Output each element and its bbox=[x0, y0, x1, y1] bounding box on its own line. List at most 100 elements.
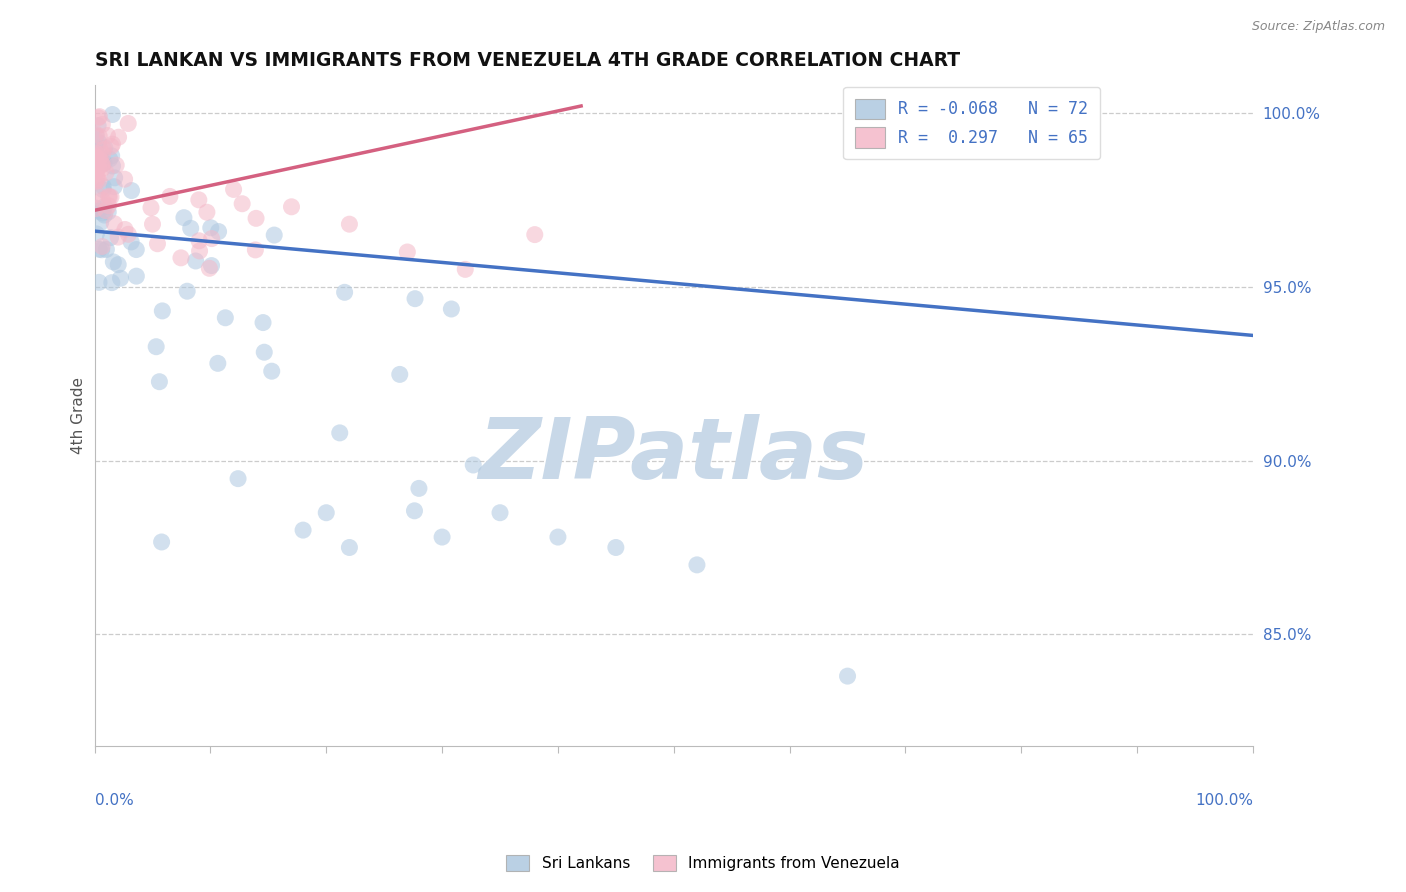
Point bbox=[176, 284, 198, 298]
Point bbox=[98, 152, 121, 166]
Point bbox=[245, 211, 267, 226]
Point bbox=[117, 116, 139, 130]
Point bbox=[200, 220, 222, 235]
Point bbox=[170, 251, 193, 265]
Point bbox=[100, 230, 122, 244]
Point bbox=[84, 160, 107, 174]
Point bbox=[86, 187, 108, 202]
Point bbox=[107, 258, 129, 272]
Point bbox=[252, 316, 274, 330]
Point bbox=[388, 368, 411, 382]
Point bbox=[84, 201, 107, 215]
Point bbox=[339, 217, 361, 231]
Point bbox=[188, 244, 211, 258]
Point bbox=[101, 137, 124, 152]
Point bbox=[245, 243, 267, 257]
Legend: R = -0.068   N = 72, R =  0.297   N = 65: R = -0.068 N = 72, R = 0.297 N = 65 bbox=[844, 87, 1099, 159]
Point bbox=[200, 259, 222, 273]
Legend: Sri Lankans, Immigrants from Venezuela: Sri Lankans, Immigrants from Venezuela bbox=[501, 849, 905, 877]
Point bbox=[408, 482, 430, 496]
Point bbox=[188, 234, 211, 248]
Point bbox=[396, 245, 419, 260]
Text: ZIPatlas: ZIPatlas bbox=[478, 414, 869, 497]
Point bbox=[292, 523, 315, 537]
Point bbox=[150, 304, 173, 318]
Point bbox=[145, 340, 167, 354]
Point bbox=[146, 236, 169, 251]
Point bbox=[198, 261, 221, 276]
Point bbox=[90, 216, 112, 230]
Point bbox=[101, 276, 124, 290]
Point bbox=[440, 301, 463, 316]
Point bbox=[91, 194, 114, 208]
Point bbox=[404, 504, 426, 518]
Point bbox=[195, 205, 218, 219]
Point bbox=[91, 161, 114, 176]
Point bbox=[214, 310, 236, 325]
Point bbox=[86, 158, 108, 172]
Point bbox=[91, 179, 114, 194]
Point bbox=[159, 189, 181, 203]
Point bbox=[104, 170, 127, 185]
Point bbox=[107, 130, 129, 145]
Point bbox=[121, 184, 143, 198]
Point bbox=[110, 271, 132, 285]
Point bbox=[547, 530, 569, 544]
Point bbox=[184, 254, 207, 268]
Point bbox=[94, 166, 117, 180]
Point bbox=[89, 242, 111, 256]
Point bbox=[84, 154, 107, 169]
Point bbox=[87, 160, 110, 174]
Point bbox=[84, 202, 107, 216]
Point bbox=[180, 221, 202, 235]
Point bbox=[100, 149, 122, 163]
Point bbox=[463, 458, 485, 472]
Point bbox=[114, 222, 136, 236]
Point bbox=[103, 179, 125, 194]
Point bbox=[187, 193, 209, 207]
Point bbox=[125, 269, 148, 284]
Point bbox=[96, 128, 118, 143]
Point bbox=[87, 151, 110, 165]
Text: 0.0%: 0.0% bbox=[94, 793, 134, 808]
Point bbox=[91, 157, 114, 171]
Point bbox=[84, 175, 107, 189]
Point bbox=[333, 285, 356, 300]
Point bbox=[93, 200, 115, 214]
Text: SRI LANKAN VS IMMIGRANTS FROM VENEZUELA 4TH GRADE CORRELATION CHART: SRI LANKAN VS IMMIGRANTS FROM VENEZUELA … bbox=[94, 51, 960, 70]
Point bbox=[141, 217, 163, 231]
Point bbox=[84, 128, 107, 142]
Point bbox=[107, 230, 129, 244]
Point bbox=[84, 128, 107, 143]
Point bbox=[97, 189, 120, 203]
Point bbox=[94, 141, 117, 155]
Point bbox=[523, 227, 546, 242]
Point bbox=[87, 135, 110, 149]
Point bbox=[93, 208, 115, 222]
Point bbox=[139, 201, 162, 215]
Point bbox=[100, 190, 122, 204]
Point bbox=[454, 262, 477, 277]
Point bbox=[86, 204, 108, 219]
Point bbox=[100, 139, 122, 153]
Point bbox=[605, 541, 627, 555]
Point bbox=[686, 558, 709, 572]
Point bbox=[89, 110, 111, 124]
Point bbox=[263, 228, 285, 243]
Point bbox=[280, 200, 302, 214]
Point bbox=[222, 182, 245, 196]
Point bbox=[837, 669, 859, 683]
Point bbox=[260, 364, 283, 378]
Point bbox=[87, 111, 110, 125]
Point bbox=[97, 205, 120, 219]
Point bbox=[90, 243, 112, 257]
Point bbox=[120, 235, 142, 249]
Point bbox=[84, 150, 107, 164]
Point bbox=[103, 217, 125, 231]
Point bbox=[91, 147, 114, 161]
Point bbox=[87, 276, 110, 290]
Point bbox=[101, 159, 124, 173]
Point bbox=[253, 345, 276, 359]
Point bbox=[226, 472, 249, 486]
Text: Source: ZipAtlas.com: Source: ZipAtlas.com bbox=[1251, 20, 1385, 33]
